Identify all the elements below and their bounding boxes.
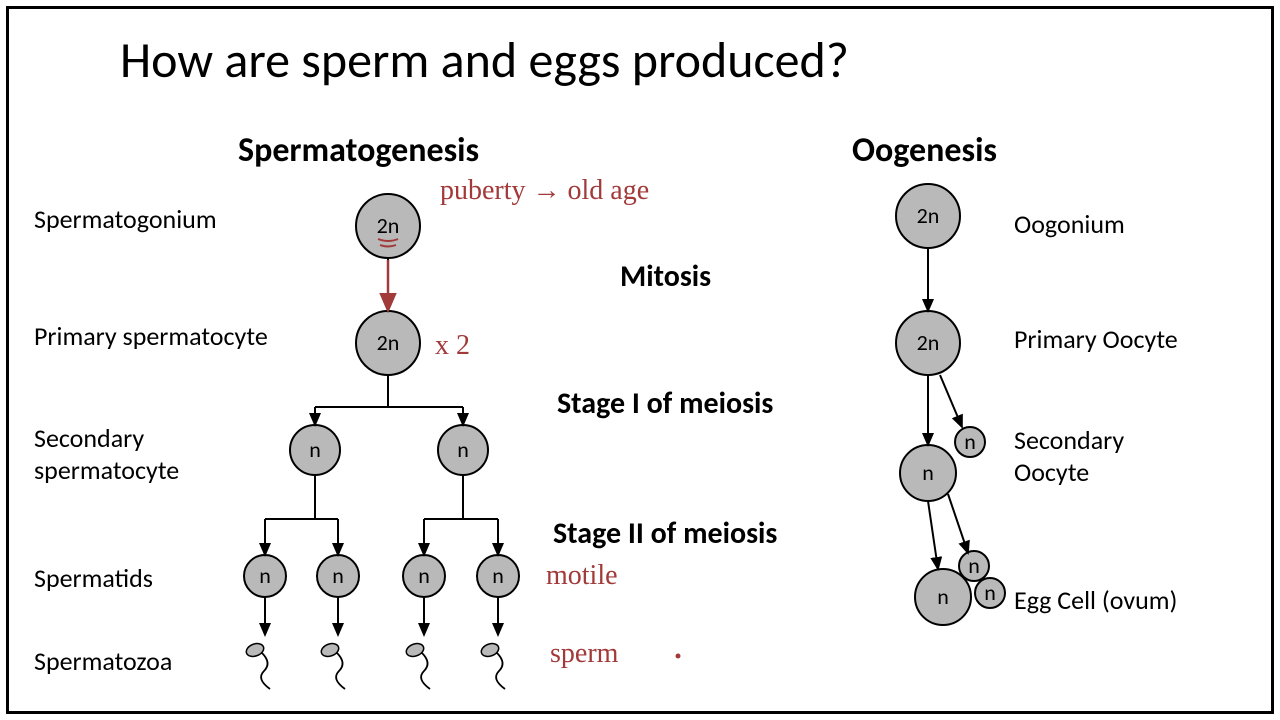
svg-text:n: n: [937, 583, 949, 610]
svg-text:2n: 2n: [377, 212, 400, 239]
svg-text:n: n: [332, 562, 344, 589]
diagram-svg: 2n2nnnnnnn2n2nnnnnn: [0, 0, 1280, 720]
svg-text:n: n: [309, 436, 321, 463]
svg-text:n: n: [457, 436, 469, 463]
svg-text:2n: 2n: [917, 202, 940, 229]
svg-text:n: n: [968, 552, 980, 579]
svg-text:n: n: [492, 562, 504, 589]
svg-text:2n: 2n: [377, 329, 400, 356]
svg-text:n: n: [984, 579, 996, 606]
svg-text:n: n: [964, 428, 976, 455]
svg-text:n: n: [418, 562, 430, 589]
svg-text:2n: 2n: [917, 329, 940, 356]
svg-text:n: n: [922, 459, 934, 486]
svg-text:n: n: [259, 562, 271, 589]
